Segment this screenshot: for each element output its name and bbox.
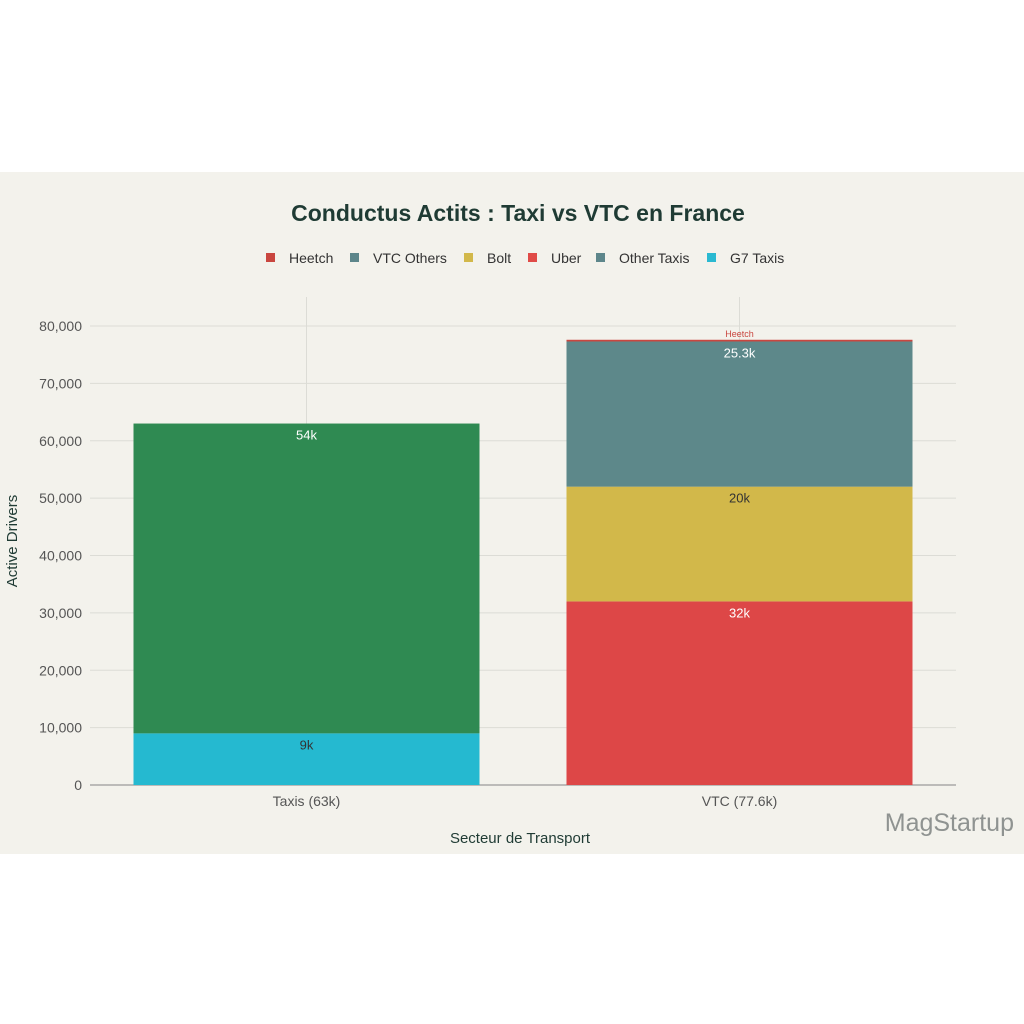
- legend-label: G7 Taxis: [730, 250, 784, 266]
- y-tick-label: 50,000: [39, 490, 82, 506]
- x-tick-label: VTC (77.6k): [702, 793, 777, 809]
- y-tick-label: 10,000: [39, 720, 82, 736]
- bar-segment-heetch: [566, 339, 913, 342]
- y-tick-label: 80,000: [39, 318, 82, 334]
- y-axis-title: Active Drivers: [4, 495, 21, 588]
- legend-label: Uber: [551, 250, 582, 266]
- legend-label: Heetch: [289, 250, 333, 266]
- legend-swatch: [596, 253, 605, 262]
- legend-label: VTC Others: [373, 250, 447, 266]
- y-axis: 0 10,000 20,000 30,000 40,000 50,000 60,000 70,…: [39, 318, 82, 793]
- y-tick-label: 70,000: [39, 375, 82, 391]
- y-tick-label: 40,000: [39, 548, 82, 564]
- legend-swatch: [464, 253, 473, 262]
- x-axis-title: Secteur de Transport: [450, 830, 591, 847]
- watermark: MagStartup: [885, 809, 1014, 837]
- segment-data-label: 25.3k: [724, 345, 756, 360]
- segment-labels: 9k 54k 32k 20k 25.3k Heetch: [296, 329, 756, 753]
- legend-swatch: [707, 253, 716, 262]
- segment-data-label: 32k: [729, 605, 750, 620]
- segment-data-label: 54k: [296, 428, 317, 443]
- x-tick-label: Taxis (63k): [273, 793, 341, 809]
- chart-title: Conductus Actits : Taxi vs VTC en France: [291, 200, 745, 226]
- y-tick-label: 30,000: [39, 605, 82, 621]
- bar-segment-g7-taxis: [133, 733, 480, 785]
- legend-label: Bolt: [487, 250, 511, 266]
- legend-swatch: [350, 253, 359, 262]
- y-tick-label: 60,000: [39, 433, 82, 449]
- segment-data-label: Heetch: [725, 329, 754, 339]
- segment-data-label: 20k: [729, 491, 750, 506]
- x-axis: Taxis (63k) VTC (77.6k): [273, 793, 778, 809]
- bar-segment-uber: [566, 601, 913, 785]
- legend-swatch: [266, 253, 275, 262]
- legend-swatch: [528, 253, 537, 262]
- bar-segment-bolt: [566, 486, 913, 602]
- y-tick-label: 0: [74, 777, 82, 793]
- bars: [133, 339, 913, 785]
- chart-legend: Heetch VTC Others Bolt Uber Other Taxis G7 Ta…: [266, 250, 784, 266]
- bar-segment-vtc-others: [566, 341, 913, 487]
- y-tick-label: 20,000: [39, 662, 82, 678]
- bar-segment-other-taxis: [133, 423, 480, 734]
- legend-label: Other Taxis: [619, 250, 690, 266]
- segment-data-label: 9k: [300, 737, 314, 752]
